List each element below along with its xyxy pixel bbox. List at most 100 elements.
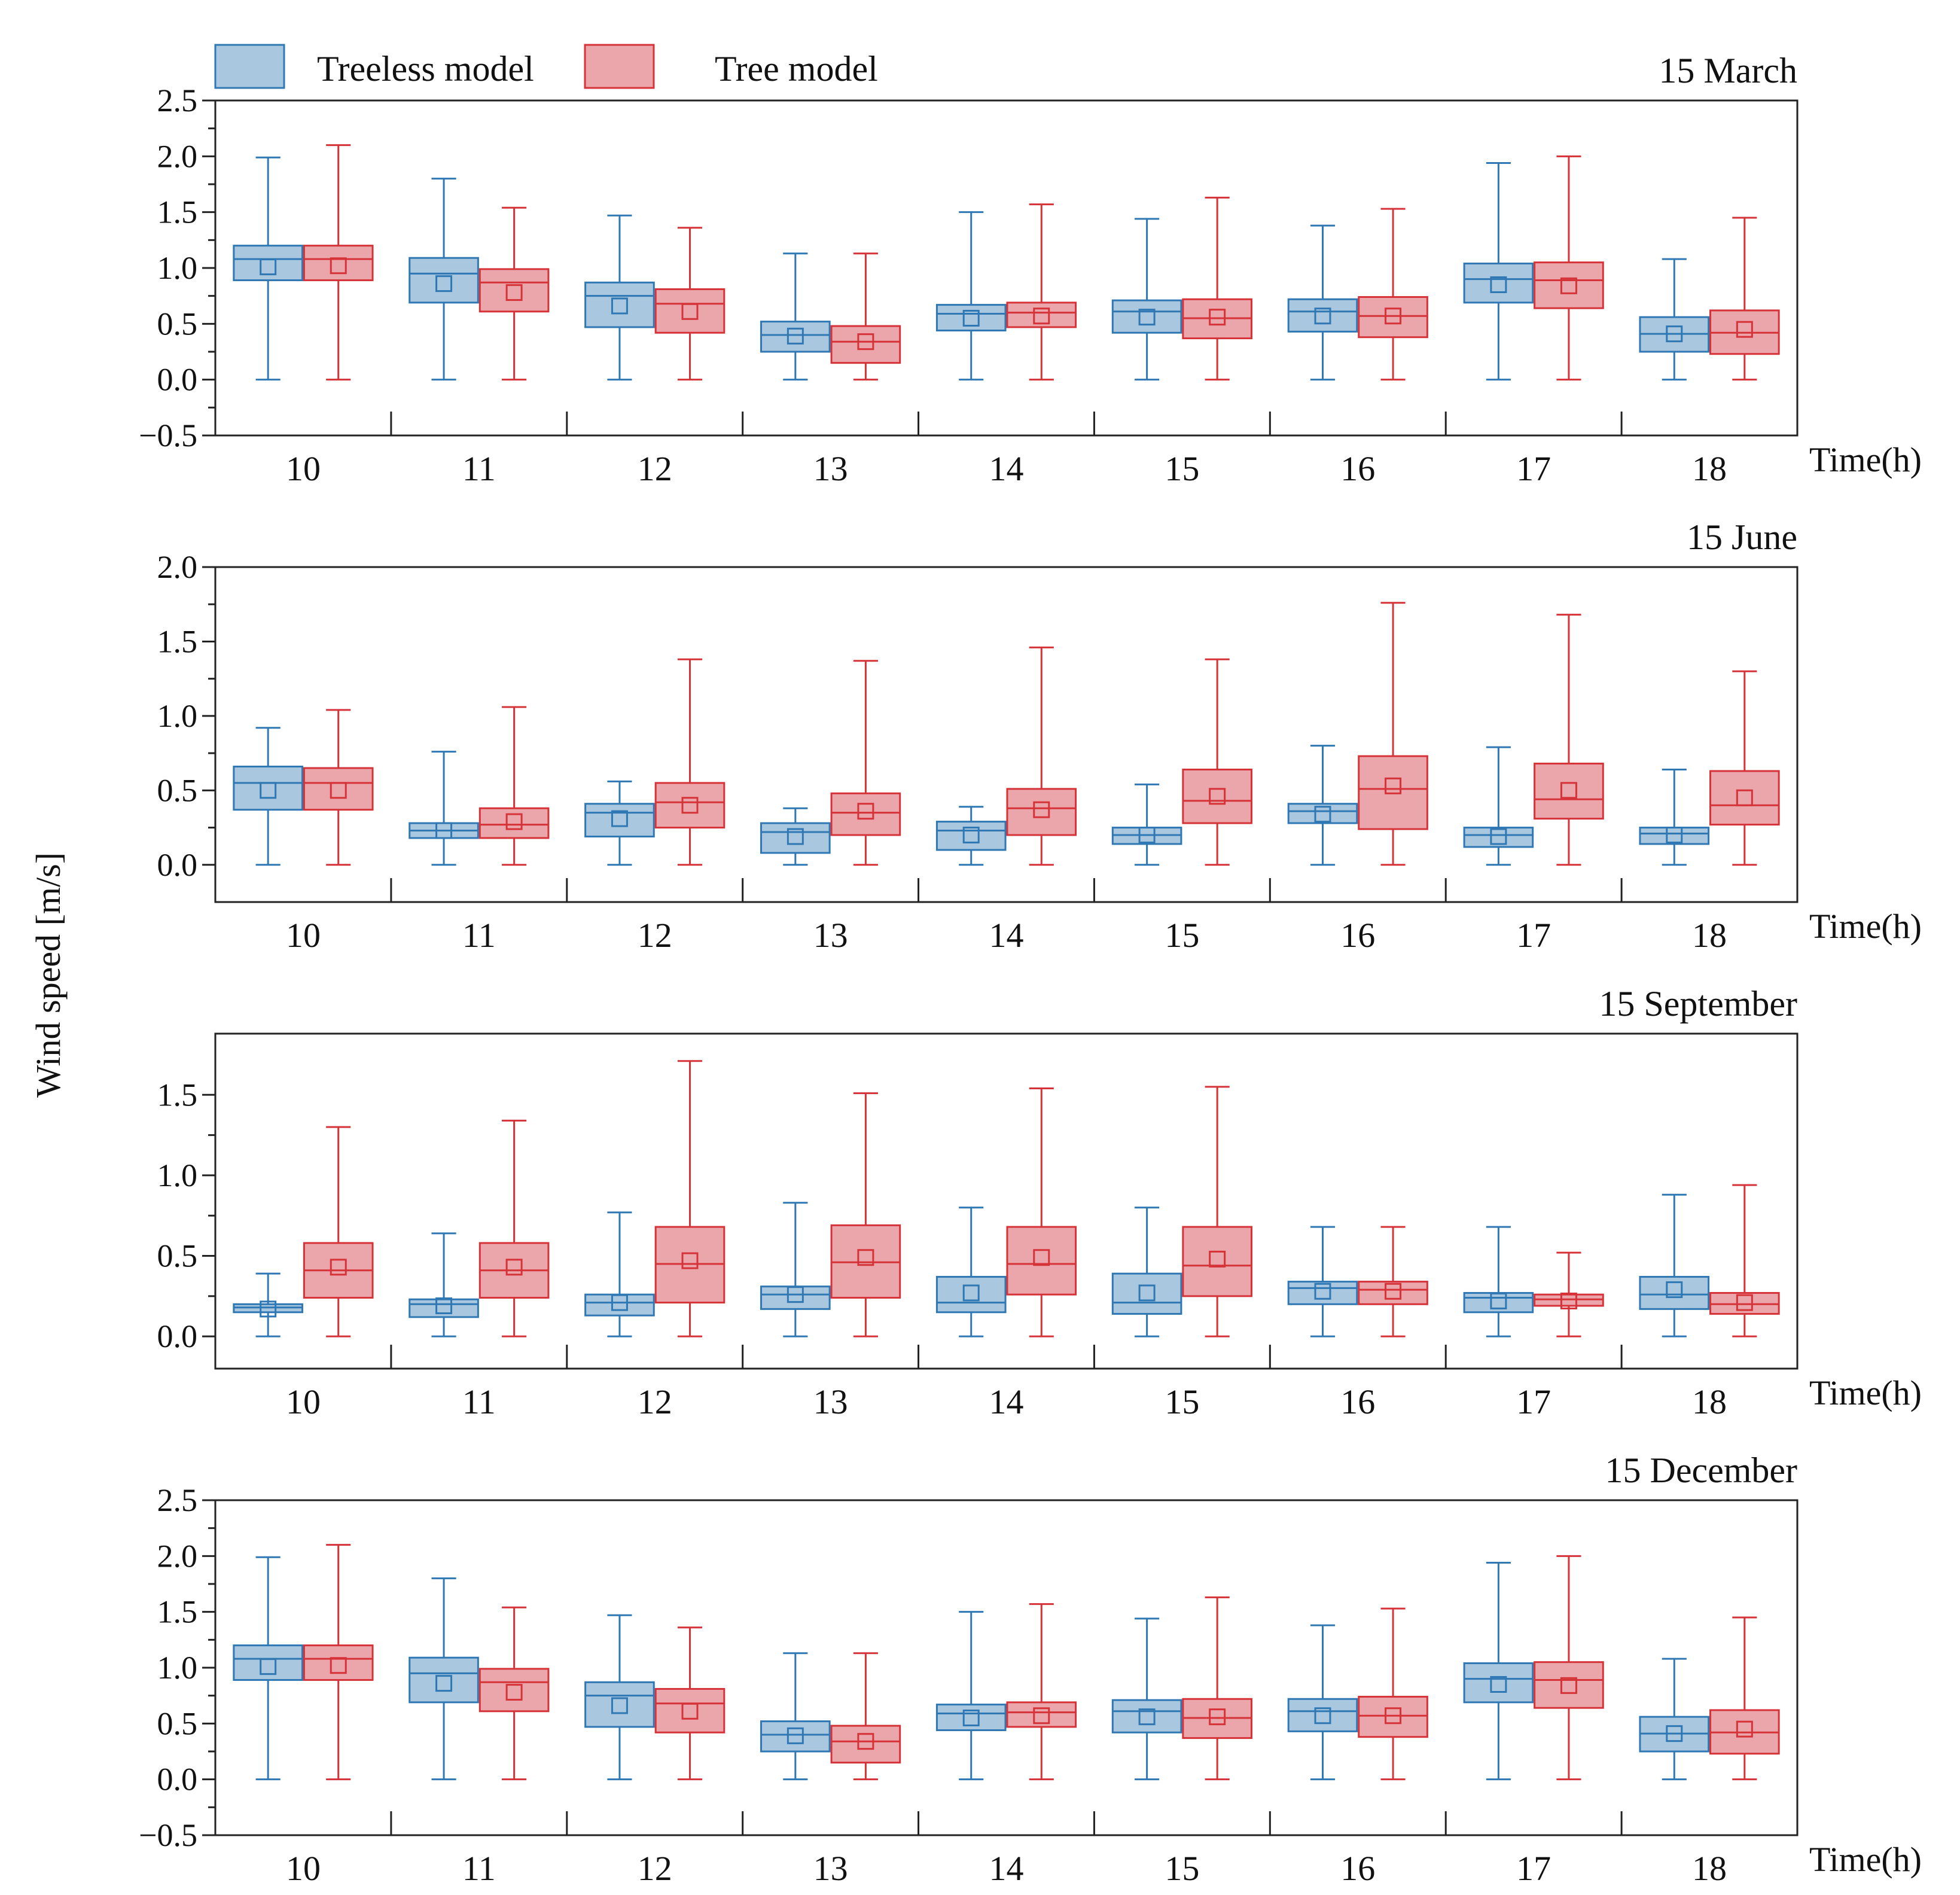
mean-marker bbox=[505, 813, 523, 830]
tree-box bbox=[1534, 155, 1604, 381]
mean-marker bbox=[1385, 777, 1402, 794]
mean-marker bbox=[681, 1702, 699, 1720]
iqr-box bbox=[1006, 788, 1077, 836]
mean-marker bbox=[330, 1259, 347, 1276]
tree-box bbox=[1358, 1607, 1428, 1781]
treeless-box bbox=[584, 780, 655, 866]
iqr-box bbox=[830, 792, 901, 836]
mean-marker bbox=[1209, 1250, 1226, 1268]
iqr-box bbox=[584, 1293, 655, 1317]
mean-marker bbox=[787, 1286, 804, 1303]
iqr-box bbox=[233, 766, 303, 811]
y-tick-label: 2.0 bbox=[157, 549, 198, 585]
x-tick-label: 15 bbox=[1165, 1382, 1199, 1421]
y-tick-label: 0.5 bbox=[157, 1238, 198, 1274]
mean-marker bbox=[1033, 307, 1050, 325]
x-tick-label: 18 bbox=[1692, 1382, 1727, 1421]
x-tick-label: 16 bbox=[1340, 1849, 1375, 1888]
x-tick-label: 15 bbox=[1165, 1849, 1199, 1888]
y-tick-label: 0.0 bbox=[157, 847, 198, 883]
iqr-box bbox=[409, 1656, 479, 1704]
y-tick-label: 1.0 bbox=[157, 1650, 198, 1686]
x-tick-label: 16 bbox=[1340, 449, 1375, 488]
iqr-box bbox=[303, 245, 374, 282]
mean-marker bbox=[611, 1294, 628, 1311]
treeless-box bbox=[1111, 1617, 1182, 1781]
mean-marker bbox=[962, 1710, 980, 1726]
y-tick-label: 0.5 bbox=[157, 1705, 198, 1741]
iqr-box bbox=[1287, 1698, 1358, 1732]
mean-marker bbox=[1033, 1249, 1050, 1266]
treeless-box bbox=[760, 807, 831, 866]
mean-marker bbox=[1314, 806, 1331, 823]
panels: 15 March −0.5 0.0 0.5 1.0 1.5 2.0 2.5 10 11 12 13 14… bbox=[139, 51, 1922, 1888]
mean-marker bbox=[330, 782, 347, 799]
mean-marker bbox=[1736, 1720, 1753, 1738]
iqr-box bbox=[830, 325, 901, 364]
treeless-box bbox=[1287, 1624, 1358, 1781]
mean-marker bbox=[505, 1684, 523, 1701]
y-tick-label: 0.0 bbox=[157, 362, 198, 398]
treeless-box bbox=[409, 1232, 479, 1338]
mean-marker bbox=[1138, 1284, 1156, 1302]
tree-box bbox=[1709, 670, 1780, 866]
x-tick-label: 11 bbox=[462, 916, 496, 955]
iqr-box bbox=[654, 1687, 726, 1733]
mean-marker bbox=[505, 1259, 523, 1276]
mean-marker bbox=[260, 1300, 277, 1318]
x-tick-label: 15 bbox=[1165, 449, 1199, 488]
mean-marker bbox=[681, 303, 699, 320]
tree-box bbox=[830, 1652, 901, 1781]
treeless-box bbox=[584, 214, 655, 381]
treeless-box bbox=[409, 178, 479, 381]
mean-marker bbox=[435, 1675, 453, 1692]
mean-marker bbox=[505, 284, 523, 301]
iqr-box bbox=[1534, 763, 1604, 820]
treeless-box bbox=[1287, 745, 1358, 866]
treeless-box bbox=[935, 1611, 1007, 1781]
treeless-box bbox=[584, 1211, 655, 1338]
tree-box bbox=[1534, 1555, 1604, 1781]
mean-marker bbox=[330, 257, 347, 275]
treeless-box bbox=[233, 1556, 303, 1781]
iqr-box bbox=[1287, 1281, 1358, 1305]
mean-marker bbox=[1314, 1707, 1331, 1725]
plot-frame bbox=[214, 1032, 1799, 1370]
y-tick-label: 1.5 bbox=[157, 1077, 198, 1113]
legend-swatch-tree bbox=[584, 44, 655, 89]
iqr-box bbox=[1463, 1662, 1534, 1704]
y-tick-label: 1.5 bbox=[157, 194, 198, 230]
treeless-box bbox=[1111, 1207, 1182, 1338]
mean-marker bbox=[857, 1733, 874, 1750]
tree-box bbox=[1358, 602, 1428, 866]
mean-marker bbox=[681, 797, 699, 814]
tree-box bbox=[1709, 1616, 1780, 1781]
tree-box bbox=[830, 252, 901, 381]
mean-marker bbox=[1138, 1708, 1156, 1726]
x-tick-label: 14 bbox=[989, 449, 1024, 488]
tree-box bbox=[1709, 1184, 1780, 1338]
y-tick-label: 1.0 bbox=[157, 250, 198, 286]
mean-marker bbox=[330, 1657, 347, 1674]
panel-2: 15 June 0.0 0.5 1.0 1.5 2.0 10 11 12 13 14 15 16 17 18… bbox=[157, 517, 1922, 955]
iqr-box bbox=[1639, 827, 1710, 845]
treeless-box bbox=[1639, 1658, 1710, 1781]
mean-marker bbox=[260, 258, 277, 276]
mean-marker bbox=[1560, 1292, 1577, 1309]
iqr-box bbox=[1006, 1226, 1077, 1296]
x-tick-label: 14 bbox=[989, 1849, 1024, 1888]
x-tick-label: 14 bbox=[989, 916, 1024, 955]
treeless-box bbox=[233, 156, 303, 381]
mean-marker bbox=[1666, 1281, 1683, 1299]
tree-box bbox=[1006, 203, 1077, 381]
iqr-box bbox=[760, 1720, 831, 1753]
tree-box bbox=[830, 1092, 901, 1338]
treeless-box bbox=[233, 727, 303, 866]
mean-marker bbox=[1736, 789, 1753, 806]
mean-marker bbox=[1736, 1294, 1753, 1311]
tree-box bbox=[1358, 1226, 1428, 1338]
tree-box bbox=[1006, 1087, 1077, 1338]
x-tick-label: 18 bbox=[1692, 449, 1727, 488]
treeless-box bbox=[1463, 162, 1534, 381]
mean-marker bbox=[1560, 1677, 1577, 1694]
